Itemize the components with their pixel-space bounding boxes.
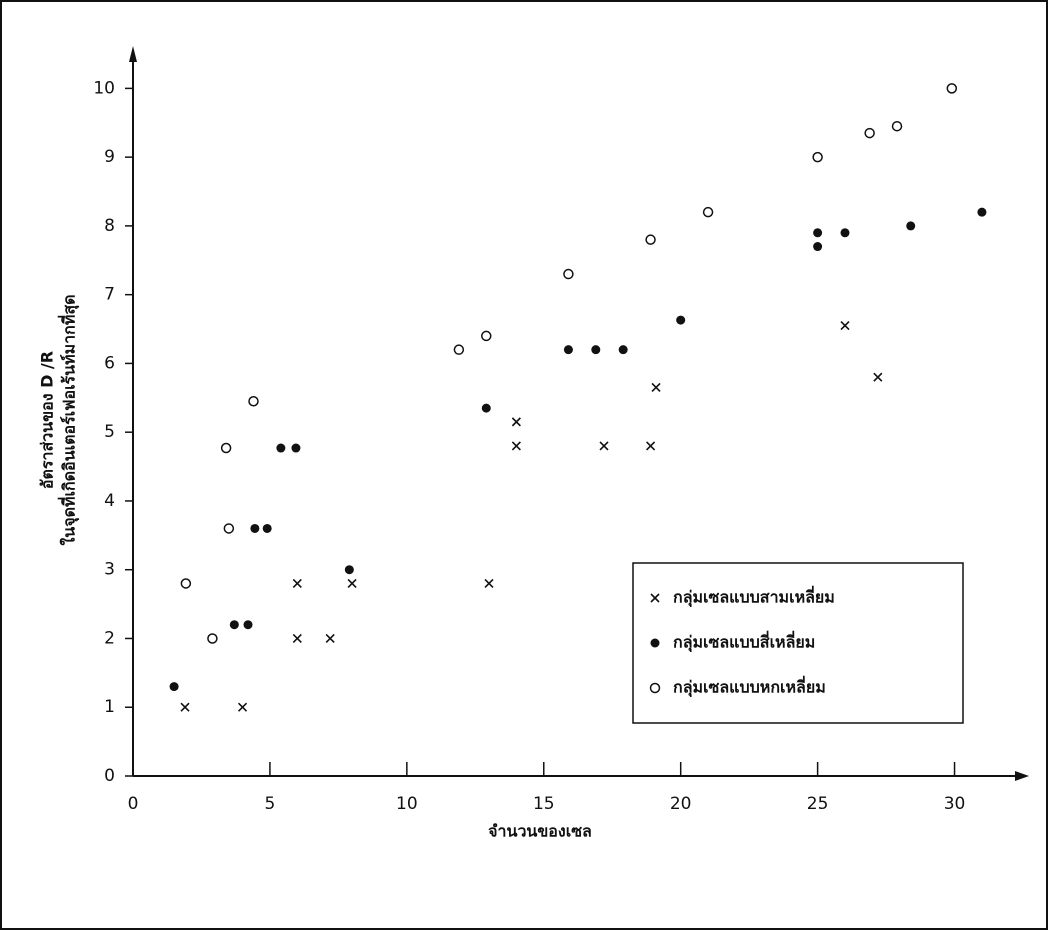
point [220,442,232,454]
point [169,682,179,692]
point [229,620,239,630]
point [873,372,883,382]
point [243,620,253,630]
legend-label: กลุ่มเซลแบบสี่เหลี่ยม [673,631,815,653]
x-axis-label: จำนวนของเซล [488,822,592,841]
point [864,127,875,139]
x-tick-label: 0 [128,794,139,814]
point [511,417,521,427]
point [813,242,823,252]
point [344,565,354,575]
point [812,151,823,163]
point [840,321,850,331]
point [618,345,628,355]
point [276,443,286,453]
point [453,344,465,355]
y-tick-label: 10 [93,78,115,98]
point [702,206,714,218]
y-tick-label: 1 [104,697,115,717]
point [347,578,357,589]
point [946,83,958,94]
point [563,345,573,355]
x-tick-label: 20 [670,794,692,814]
point [645,234,656,245]
legend-marker [650,638,660,648]
point [207,633,218,644]
point [563,268,574,280]
x-tick-label: 30 [944,794,966,814]
y-tick-label: 0 [104,766,115,786]
point [292,578,302,589]
legend-marker [649,682,661,694]
y-tick-label: 4 [104,491,115,511]
point [646,441,656,451]
point [248,395,259,407]
legend-box [632,562,964,724]
point [676,315,686,325]
y-tick-label: 7 [104,285,115,305]
y-tick-label: 8 [104,216,115,236]
x-tick-label: 25 [807,794,829,814]
legend-label: กลุ่มเซลแบบหกเหลี่ยม [673,676,826,698]
point [223,523,235,534]
point [262,523,272,533]
point [906,221,916,231]
y-tick-label: 9 [104,147,115,167]
point [180,702,190,712]
y-axis-label: อัตราส่วนของ D /R [38,351,57,489]
point [250,523,260,533]
x-tick-label: 5 [265,794,276,814]
x-axis-arrow [1015,771,1029,781]
point [291,443,301,453]
point [292,633,302,644]
legend-marker [650,593,660,603]
point [511,441,521,451]
point [237,702,248,712]
y-tick-label: 5 [104,422,115,442]
point [977,207,987,217]
point [484,578,494,589]
x-tick-label: 15 [533,794,555,814]
legend-label: กลุ่มเซลแบบสามเหลี่ยม [673,586,835,608]
y-axis-arrow [129,46,137,62]
point [481,330,492,342]
point [813,228,823,238]
point [840,228,850,238]
point [180,578,192,589]
point [325,633,335,644]
y-tick-label: 6 [104,353,115,373]
y-tick-label: 2 [104,628,115,648]
point [599,441,609,451]
point [651,382,661,393]
y-axis-label: ในจุดที่เกิดอินเตอร์เฟอเร้นท์มากที่สุด [58,294,80,545]
point [481,403,491,413]
y-tick-label: 3 [104,560,115,580]
point [891,120,903,132]
point [591,345,601,355]
x-tick-label: 10 [396,794,418,814]
